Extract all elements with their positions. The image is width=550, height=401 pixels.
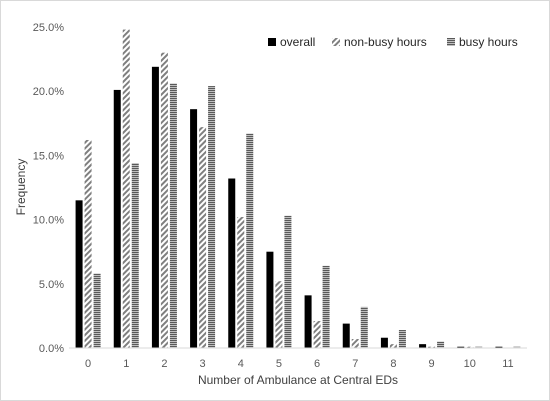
bar-non-busy-hours-6 bbox=[313, 321, 321, 348]
bar-busy-hours-4 bbox=[246, 133, 254, 348]
bar-busy-hours-10 bbox=[475, 346, 483, 348]
x-tick-label: 0 bbox=[85, 358, 91, 370]
y-tick-label: 15.0% bbox=[33, 150, 64, 162]
x-tick-label: 9 bbox=[429, 358, 435, 370]
legend: overall non-busy hours busy hours bbox=[268, 35, 518, 49]
legend-swatch-overall bbox=[268, 38, 276, 46]
x-axis-ticks: 0 1 2 3 4 5 6 7 8 9 10 11 bbox=[85, 358, 514, 370]
y-axis-title: Frequency bbox=[14, 159, 28, 216]
x-tick-label: 5 bbox=[276, 358, 282, 370]
bar-busy-hours-2 bbox=[169, 83, 177, 348]
bar-busy-hours-11 bbox=[513, 346, 521, 348]
bar-overall-10 bbox=[457, 346, 465, 348]
bar-non-busy-hours-2 bbox=[160, 52, 168, 349]
bar-overall-6 bbox=[304, 295, 312, 348]
x-axis-title: Number of Ambulance at Central EDs bbox=[198, 373, 398, 387]
bar-non-busy-hours-3 bbox=[199, 127, 207, 348]
bars bbox=[75, 29, 521, 349]
bar-overall-8 bbox=[380, 337, 388, 348]
bar-non-busy-hours-1 bbox=[122, 29, 130, 349]
bar-busy-hours-6 bbox=[322, 265, 330, 348]
bar-non-busy-hours-10 bbox=[466, 346, 474, 348]
bar-busy-hours-3 bbox=[208, 86, 216, 349]
x-tick-label: 4 bbox=[238, 358, 244, 370]
bar-overall-7 bbox=[342, 323, 350, 348]
bar-non-busy-hours-0 bbox=[84, 139, 92, 348]
x-tick-label: 7 bbox=[352, 358, 358, 370]
bar-overall-2 bbox=[151, 66, 159, 348]
x-tick-label: 10 bbox=[464, 358, 476, 370]
y-tick-label: 5.0% bbox=[39, 279, 64, 291]
x-tick-label: 8 bbox=[390, 358, 396, 370]
y-tick-label: 10.0% bbox=[33, 215, 64, 227]
bar-busy-hours-7 bbox=[360, 306, 368, 348]
bar-busy-hours-0 bbox=[93, 273, 101, 348]
bar-busy-hours-9 bbox=[437, 341, 445, 348]
x-tick-label: 6 bbox=[314, 358, 320, 370]
bar-overall-0 bbox=[75, 200, 83, 348]
bar-overall-4 bbox=[228, 178, 236, 348]
bar-overall-9 bbox=[419, 344, 427, 348]
y-tick-label: 0.0% bbox=[39, 343, 64, 355]
y-axis-ticks: 0.0% 5.0% 10.0% 15.0% 20.0% 25.0% bbox=[33, 22, 64, 355]
bar-non-busy-hours-5 bbox=[275, 281, 283, 348]
x-tick-label: 2 bbox=[161, 358, 167, 370]
bar-non-busy-hours-7 bbox=[351, 339, 359, 348]
legend-swatch-busy-hours bbox=[447, 38, 455, 46]
bar-busy-hours-5 bbox=[284, 215, 292, 348]
legend-label-overall: overall bbox=[280, 35, 315, 49]
bar-overall-5 bbox=[266, 251, 274, 348]
x-tick-label: 11 bbox=[502, 358, 513, 370]
bar-overall-1 bbox=[113, 89, 121, 348]
bar-busy-hours-1 bbox=[131, 163, 139, 348]
bar-busy-hours-8 bbox=[398, 330, 406, 348]
legend-label-busy-hours: busy hours bbox=[459, 35, 518, 49]
x-tick-label: 3 bbox=[200, 358, 206, 370]
legend-label-non-busy-hours: non-busy hours bbox=[344, 35, 427, 49]
x-tick-label: 1 bbox=[123, 358, 129, 370]
y-tick-label: 20.0% bbox=[33, 86, 64, 98]
bar-non-busy-hours-8 bbox=[389, 344, 397, 348]
bar-non-busy-hours-9 bbox=[428, 346, 436, 348]
bar-overall-11 bbox=[495, 346, 503, 348]
bar-overall-3 bbox=[190, 109, 198, 349]
legend-swatch-non-busy-hours bbox=[332, 38, 340, 46]
bar-non-busy-hours-4 bbox=[237, 217, 245, 348]
y-tick-label: 25.0% bbox=[33, 22, 64, 34]
